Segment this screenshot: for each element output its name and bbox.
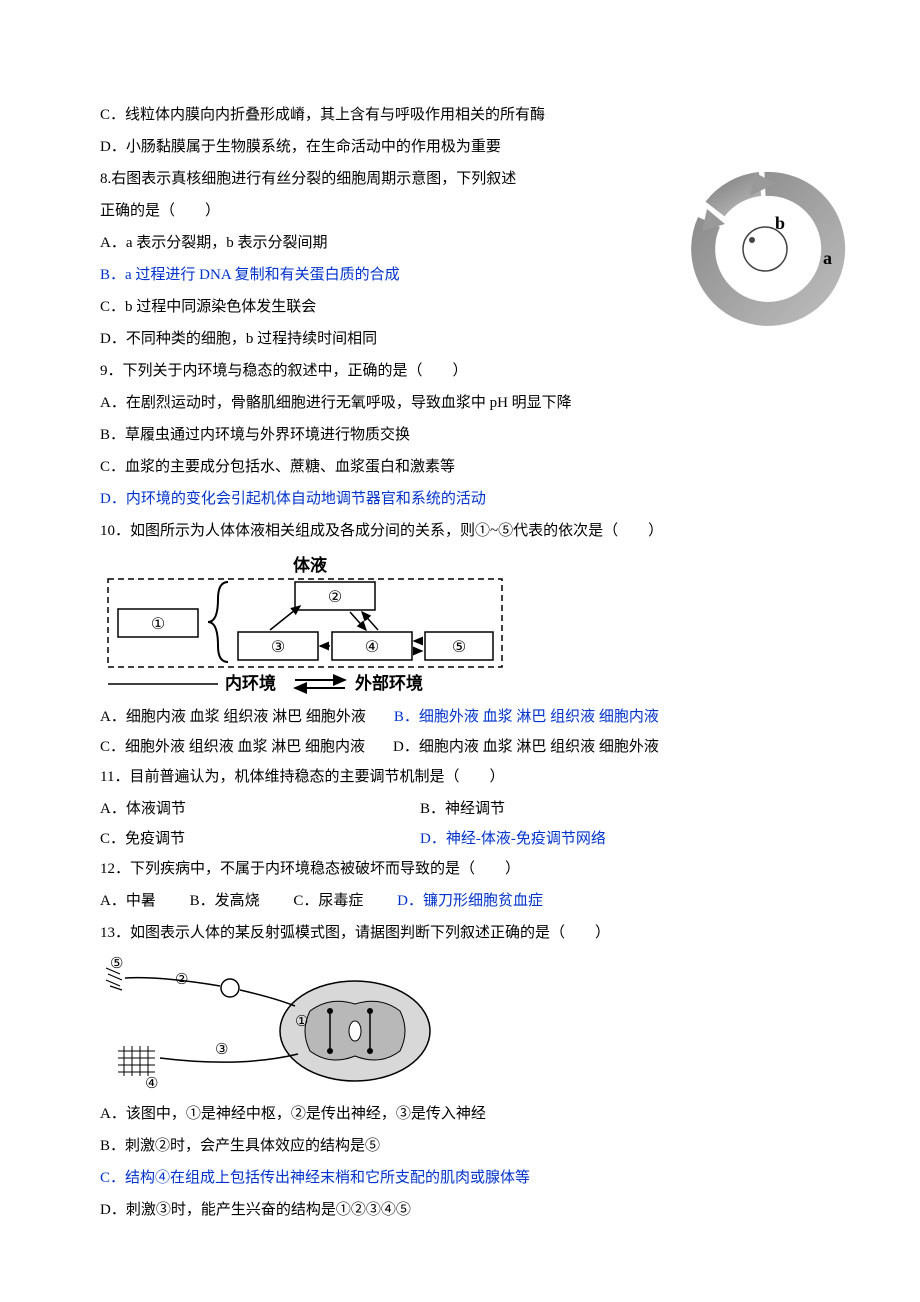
q13-reflex-arc-diagram: ⑤ ② ① ③ ④ bbox=[100, 956, 820, 1091]
svg-text:③: ③ bbox=[215, 1042, 228, 1058]
svg-text:内环境: 内环境 bbox=[225, 673, 276, 693]
svg-text:⑤: ⑤ bbox=[110, 956, 123, 972]
q10-opt-b: B．细胞外液 血浆 淋巴 组织液 细胞内液 bbox=[394, 702, 659, 732]
q7-opt-d: D．小肠黏膜属于生物膜系统，在生命活动中的作用极为重要 bbox=[100, 132, 820, 162]
q11-opts-row1: A．体液调节 B．神经调节 bbox=[100, 794, 820, 824]
q9-opt-d: D．内环境的变化会引起机体自动地调节器官和系统的活动 bbox=[100, 484, 820, 514]
q10-body-fluid-diagram: 体液 ① ② ③ ④ ⑤ bbox=[100, 554, 820, 694]
q10-opt-a: A．细胞内液 血浆 组织液 淋巴 细胞外液 bbox=[100, 702, 366, 732]
svg-text:外部环境: 外部环境 bbox=[355, 673, 423, 693]
q10-opt-d: D．细胞内液 血浆 淋巴 组织液 细胞外液 bbox=[393, 732, 659, 762]
q11-opt-d: D．神经-体液-免疫调节网络 bbox=[420, 824, 740, 854]
svg-text:b: b bbox=[775, 213, 785, 233]
svg-text:①: ① bbox=[151, 616, 165, 633]
svg-text:④: ④ bbox=[145, 1076, 158, 1091]
svg-text:①: ① bbox=[295, 1014, 308, 1030]
q8-cell-cycle-diagram: b a bbox=[680, 169, 850, 334]
q12-opt-b: B．发高烧 bbox=[190, 893, 260, 909]
q9-opt-b: B．草履虫通过内环境与外界环境进行物质交换 bbox=[100, 420, 820, 450]
q10-stem: 10．如图所示为人体体液相关组成及各成分间的关系，则①~⑤代表的依次是（ ） bbox=[100, 516, 820, 546]
svg-text:④: ④ bbox=[365, 639, 379, 656]
q11-opt-b: B．神经调节 bbox=[420, 794, 740, 824]
svg-text:⑤: ⑤ bbox=[452, 639, 466, 656]
q9-stem: 9．下列关于内环境与稳态的叙述中，正确的是（ ） bbox=[100, 356, 820, 386]
q9-opt-a: A．在剧烈运动时，骨骼肌细胞进行无氧呼吸，导致血浆中 pH 明显下降 bbox=[100, 388, 820, 418]
q13-opt-a: A．该图中，①是神经中枢，②是传出神经，③是传入神经 bbox=[100, 1099, 820, 1129]
q10-opts-row1: A．细胞内液 血浆 组织液 淋巴 细胞外液 B．细胞外液 血浆 淋巴 组织液 细… bbox=[100, 702, 820, 732]
q12-opt-d: D．镰刀形细胞贫血症 bbox=[397, 893, 543, 909]
q8-container: b a 8.右图表示真核细胞进行有丝分裂的细胞周期示意图，下列叙述 正确的是（ … bbox=[100, 164, 820, 354]
q7-opt-c: C．线粒体内膜向内折叠形成嵴，其上含有与呼吸作用相关的所有酶 bbox=[100, 100, 820, 130]
svg-text:②: ② bbox=[328, 589, 342, 606]
q13-opt-d: D．刺激③时，能产生兴奋的结构是①②③④⑤ bbox=[100, 1195, 820, 1225]
q11-opt-a: A．体液调节 bbox=[100, 794, 420, 824]
q9-opt-c: C．血浆的主要成分包括水、蔗糖、血浆蛋白和激素等 bbox=[100, 452, 820, 482]
q13-stem: 13．如图表示人体的某反射弧模式图，请据图判断下列叙述正确的是（ ） bbox=[100, 918, 820, 948]
svg-text:②: ② bbox=[175, 972, 188, 988]
q11-stem: 11．目前普遍认为，机体维持稳态的主要调节机制是（ ） bbox=[100, 762, 820, 792]
q12-opt-a: A．中暑 bbox=[100, 893, 156, 909]
q10-opt-c: C．细胞外液 组织液 血浆 淋巴 细胞内液 bbox=[100, 732, 365, 762]
q11-opt-c: C．免疫调节 bbox=[100, 824, 420, 854]
q10-opts-row2: C．细胞外液 组织液 血浆 淋巴 细胞内液 D．细胞内液 血浆 淋巴 组织液 细… bbox=[100, 732, 820, 762]
q12-stem: 12．下列疾病中，不属于内环境稳态被破坏而导致的是（ ） bbox=[100, 854, 820, 884]
q11-opts-row2: C．免疫调节 D．神经-体液-免疫调节网络 bbox=[100, 824, 820, 854]
q12-opt-c: C．尿毒症 bbox=[293, 893, 363, 909]
q13-opt-b: B．刺激②时，会产生具体效应的结构是⑤ bbox=[100, 1131, 820, 1161]
svg-text:a: a bbox=[823, 248, 832, 268]
q12-opts: A．中暑 B．发高烧 C．尿毒症 D．镰刀形细胞贫血症 bbox=[100, 886, 820, 916]
svg-text:③: ③ bbox=[271, 639, 285, 656]
q13-opt-c: C．结构④在组成上包括传出神经末梢和它所支配的肌肉或腺体等 bbox=[100, 1163, 820, 1193]
svg-text:体液: 体液 bbox=[293, 555, 327, 575]
